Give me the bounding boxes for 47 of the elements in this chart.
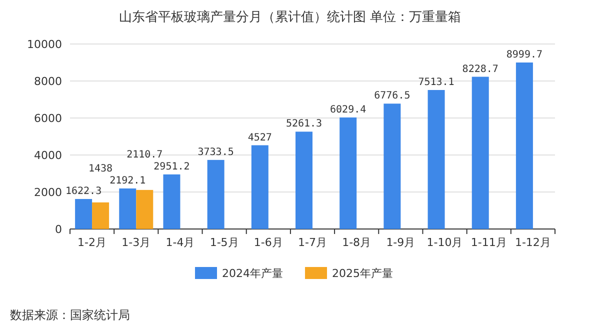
data-label: 8228.7 xyxy=(462,64,498,75)
x-tick-label: 1-3月 xyxy=(122,236,151,249)
x-tick-label: 1-9月 xyxy=(386,236,416,249)
bar xyxy=(92,202,110,229)
bar xyxy=(516,62,533,229)
x-tick-label: 1-7月 xyxy=(298,236,327,249)
data-label: 4527 xyxy=(248,132,272,144)
bar xyxy=(251,145,268,229)
x-tick-label: 1-11月 xyxy=(470,236,507,249)
data-label: 2110.7 xyxy=(126,149,163,160)
data-label: 7513.1 xyxy=(418,77,454,88)
bar xyxy=(136,190,154,229)
y-tick-label: 6000 xyxy=(34,112,62,125)
x-tick-label: 1-6月 xyxy=(254,236,283,249)
bar xyxy=(384,104,401,229)
data-label: 2192.1 xyxy=(110,175,146,186)
legend-label: 2025年产量 xyxy=(332,267,393,280)
bar xyxy=(428,90,445,229)
source-note: 数据来源：国家统计局 xyxy=(10,308,130,322)
x-tick-label: 1-4月 xyxy=(166,236,195,249)
y-tick-label: 2000 xyxy=(34,186,62,199)
bar xyxy=(207,160,224,229)
x-tick-label: 1-10月 xyxy=(426,236,463,249)
data-label: 3733.5 xyxy=(198,146,234,158)
bar xyxy=(472,76,489,229)
data-label: 8999.7 xyxy=(506,50,543,61)
x-tick-label: 1-12月 xyxy=(514,236,551,249)
y-tick-label: 10000 xyxy=(27,38,62,51)
legend-label: 2024年产量 xyxy=(222,267,283,280)
x-tick-label: 1-2月 xyxy=(78,236,107,249)
y-tick-label: 0 xyxy=(55,223,62,236)
data-label: 1438 xyxy=(88,163,113,174)
chart-title: 山东省平板玻璃产量分月（累计值）统计图 单位：万重量箱 xyxy=(118,10,462,25)
bar xyxy=(119,188,136,229)
bar xyxy=(340,117,357,229)
x-tick-label: 1-8月 xyxy=(342,236,372,249)
data-label: 5261.3 xyxy=(286,118,322,130)
bar xyxy=(75,198,92,229)
bar xyxy=(163,174,180,229)
data-label: 1622.3 xyxy=(65,186,102,197)
y-tick-label: 4000 xyxy=(34,149,62,162)
data-label: 6029.4 xyxy=(330,104,366,116)
data-label: 6776.5 xyxy=(374,90,410,102)
x-tick-label: 1-5月 xyxy=(210,236,239,249)
data-label: 2951.2 xyxy=(154,161,190,172)
y-tick-label: 8000 xyxy=(34,75,62,88)
bar xyxy=(296,132,312,229)
